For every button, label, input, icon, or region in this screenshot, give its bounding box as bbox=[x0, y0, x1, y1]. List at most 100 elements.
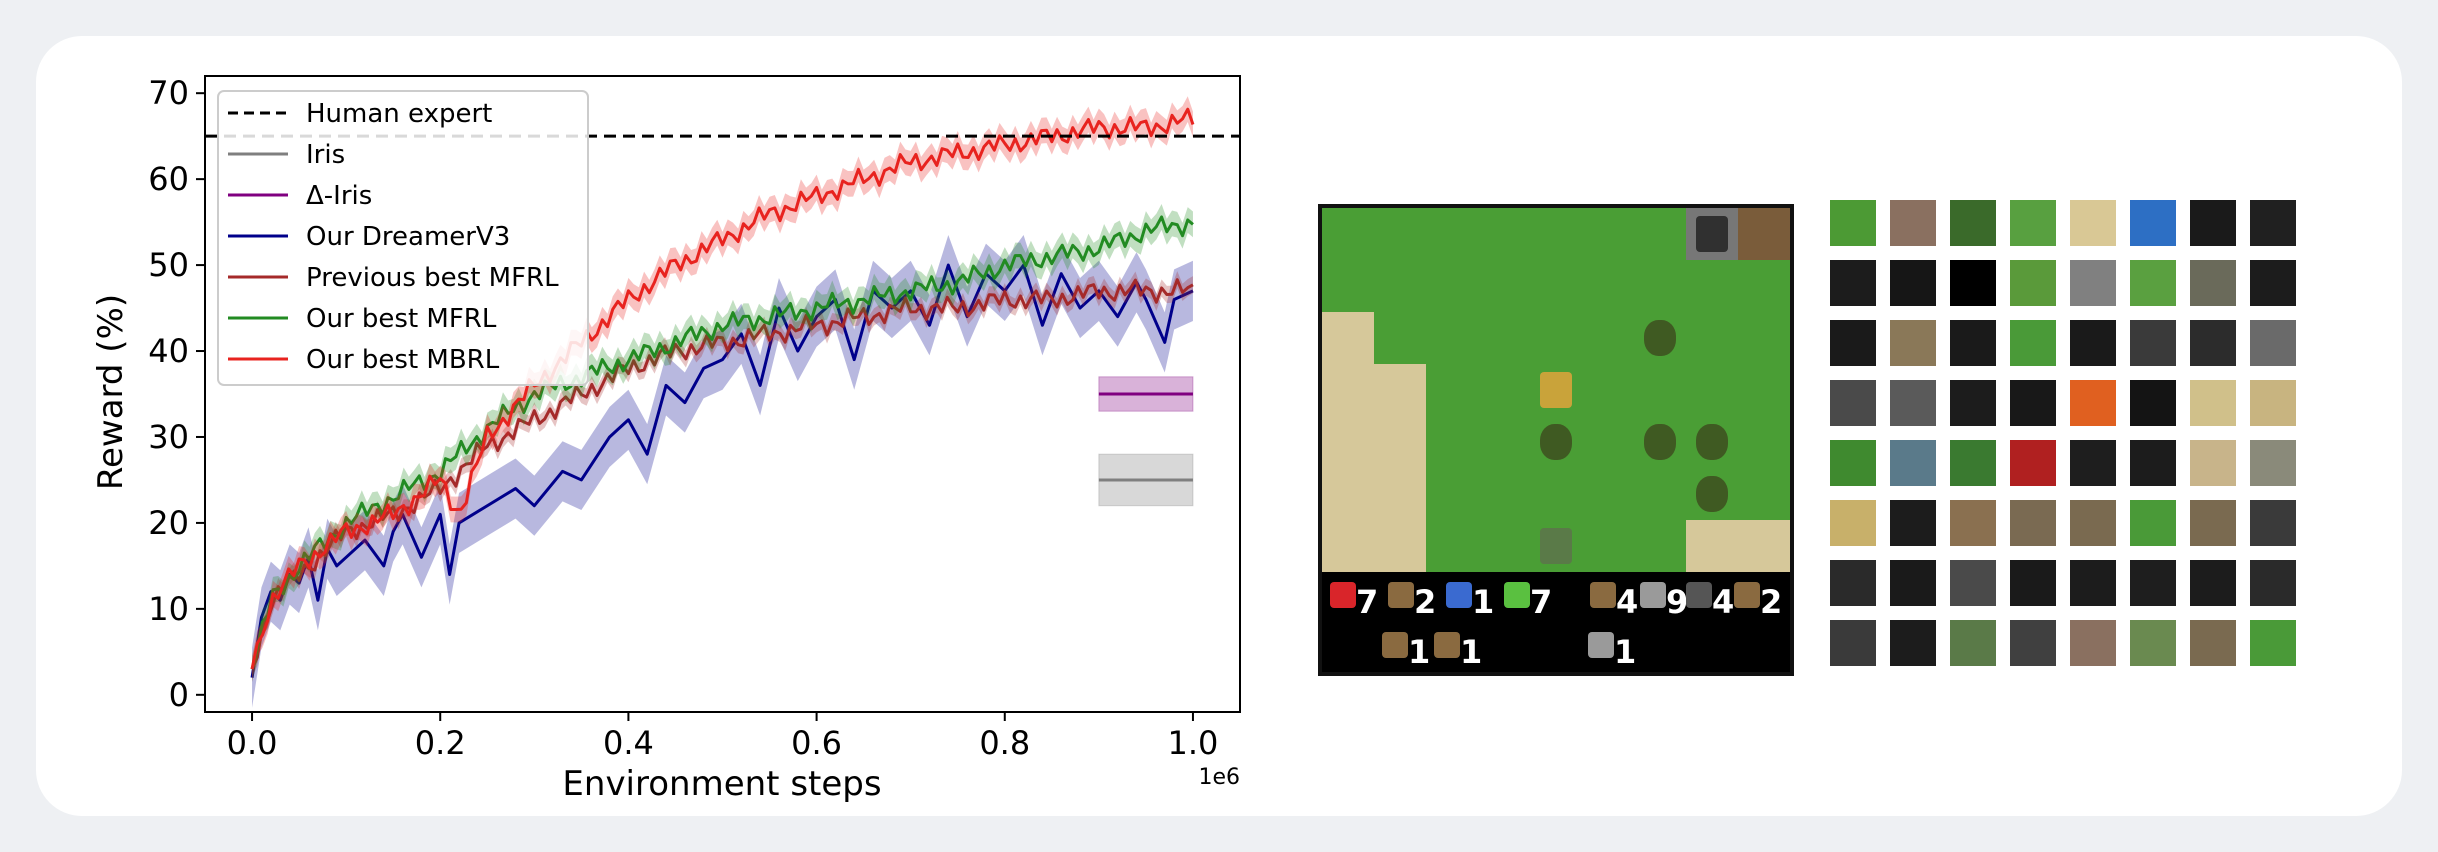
inventory-icon bbox=[1590, 582, 1616, 608]
scene-tile bbox=[1374, 208, 1426, 260]
texture-tile bbox=[2070, 440, 2116, 486]
scene-tile bbox=[1478, 520, 1530, 572]
inventory-count: 9 bbox=[1666, 583, 1689, 621]
scene-tile bbox=[1530, 416, 1582, 468]
texture-tile bbox=[1890, 500, 1936, 546]
texture-tile bbox=[2010, 320, 2056, 366]
x-axis-label: Environment steps bbox=[562, 764, 881, 804]
legend-label: Human expert bbox=[306, 99, 492, 129]
scene-tile bbox=[1738, 312, 1790, 364]
texture-tile bbox=[2070, 380, 2116, 426]
scene-tile bbox=[1530, 260, 1582, 312]
inventory-count: 2 bbox=[1760, 583, 1783, 621]
texture-tile bbox=[2010, 440, 2056, 486]
inventory-count: 1 bbox=[1472, 583, 1495, 621]
y-axis-label: Reward (%) bbox=[91, 294, 131, 490]
inventory-count: 1 bbox=[1614, 633, 1637, 671]
texture-tile bbox=[1890, 620, 1936, 666]
texture-tile bbox=[1830, 440, 1876, 486]
y-tick-label: 60 bbox=[148, 160, 189, 198]
y-tick-label: 50 bbox=[148, 246, 189, 284]
scene-tile bbox=[1322, 416, 1374, 468]
texture-tile bbox=[1890, 260, 1936, 306]
legend-label: Our best MFRL bbox=[306, 304, 497, 334]
player-sprite bbox=[1540, 372, 1572, 408]
texture-tile bbox=[2190, 260, 2236, 306]
texture-tile bbox=[2070, 320, 2116, 366]
x-tick-label: 1.0 bbox=[1168, 724, 1219, 762]
tree-sprite bbox=[1644, 320, 1676, 356]
scene-tile bbox=[1374, 260, 1426, 312]
scene-tile bbox=[1322, 312, 1374, 364]
scene-tile bbox=[1738, 260, 1790, 312]
scene-tile bbox=[1426, 520, 1478, 572]
scene-tile bbox=[1426, 260, 1478, 312]
texture-tile bbox=[1830, 560, 1876, 606]
texture-tile bbox=[2130, 440, 2176, 486]
inventory-icon bbox=[1588, 632, 1614, 658]
y-tick-label: 10 bbox=[148, 590, 189, 628]
scene-tile bbox=[1738, 468, 1790, 520]
texture-tile bbox=[2190, 620, 2236, 666]
texture-tile bbox=[2070, 260, 2116, 306]
x-tick-label: 0.6 bbox=[791, 724, 842, 762]
y-tick-label: 30 bbox=[148, 418, 189, 456]
inventory-icon bbox=[1640, 582, 1666, 608]
tree-sprite bbox=[1644, 424, 1676, 460]
scene-tile bbox=[1582, 468, 1634, 520]
series-line-5 bbox=[250, 107, 1195, 670]
scene-tile bbox=[1478, 260, 1530, 312]
scene-tile bbox=[1634, 468, 1686, 520]
texture-tile bbox=[2250, 440, 2296, 486]
scene-tile bbox=[1634, 416, 1686, 468]
texture-tile bbox=[2250, 620, 2296, 666]
texture-tile bbox=[2190, 500, 2236, 546]
reward-chart: 0.0 0.2 0.4 0.6 0.8 1.0 0 10 20 30 40 50 60 70 Enviro… bbox=[91, 74, 1241, 804]
inventory-icon bbox=[1504, 582, 1530, 608]
texture-tile bbox=[2250, 500, 2296, 546]
texture-tile bbox=[1890, 560, 1936, 606]
scene-tile bbox=[1686, 208, 1738, 260]
scene-tile bbox=[1478, 416, 1530, 468]
legend-label: Δ-Iris bbox=[306, 181, 372, 211]
scene-tile bbox=[1582, 520, 1634, 572]
scene-tile bbox=[1634, 364, 1686, 416]
texture-tile bbox=[2010, 500, 2056, 546]
inventory-icon bbox=[1382, 632, 1408, 658]
scene-tile bbox=[1686, 520, 1738, 572]
x-multiplier-label: 1e6 bbox=[1198, 765, 1240, 790]
texture-tile bbox=[2190, 200, 2236, 246]
scene-tile bbox=[1738, 520, 1790, 572]
inventory-icon bbox=[1330, 582, 1356, 608]
texture-tile bbox=[2070, 560, 2116, 606]
scene-tile bbox=[1374, 416, 1426, 468]
scene-tile bbox=[1322, 520, 1374, 572]
scene-tile bbox=[1738, 364, 1790, 416]
scene-tile bbox=[1374, 364, 1426, 416]
texture-tile bbox=[2130, 380, 2176, 426]
scene-tile bbox=[1478, 364, 1530, 416]
texture-tile bbox=[1950, 620, 1996, 666]
legend-label: Iris bbox=[306, 140, 345, 170]
plot-frame bbox=[204, 75, 1241, 713]
texture-tile bbox=[1950, 380, 1996, 426]
texture-tile bbox=[2250, 380, 2296, 426]
scene-tile bbox=[1426, 312, 1478, 364]
y-tick-label: 20 bbox=[148, 504, 189, 542]
inventory-count: 1 bbox=[1460, 633, 1483, 671]
texture-tile bbox=[1890, 200, 1936, 246]
inventory-icon bbox=[1734, 582, 1760, 608]
scene-tile bbox=[1530, 520, 1582, 572]
tree-sprite bbox=[1696, 476, 1728, 512]
texture-tile bbox=[2010, 200, 2056, 246]
scene-tile bbox=[1686, 260, 1738, 312]
scene-tile bbox=[1634, 260, 1686, 312]
texture-tile bbox=[2010, 620, 2056, 666]
axes: 0.0 0.2 0.4 0.6 0.8 1.0 0 10 20 30 40 50 60 70 bbox=[148, 74, 1218, 762]
texture-tile bbox=[1950, 440, 1996, 486]
scene-tile bbox=[1478, 208, 1530, 260]
scene-tile bbox=[1582, 260, 1634, 312]
legend-label: Our DreamerV3 bbox=[306, 222, 510, 252]
inventory-icon bbox=[1446, 582, 1472, 608]
